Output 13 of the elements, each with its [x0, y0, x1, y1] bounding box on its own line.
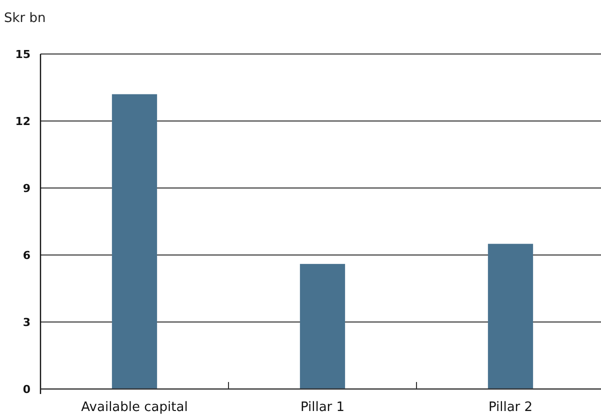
- y-tick-label: 12: [15, 114, 30, 128]
- y-axis-title: Skr bn: [4, 11, 46, 26]
- y-tick-label: 3: [22, 316, 30, 329]
- bar: [112, 94, 158, 389]
- x-tick-label: Available capital: [81, 400, 188, 415]
- y-tick-label: 0: [22, 382, 31, 396]
- x-tick-label: Pillar 1: [300, 400, 345, 415]
- y-tick-label: 9: [22, 182, 30, 195]
- y-tick-label: 15: [15, 48, 30, 61]
- x-tick-label: Pillar 2: [488, 400, 533, 415]
- bar: [488, 244, 534, 389]
- y-tick-label: 6: [22, 248, 31, 262]
- bar: [300, 264, 346, 389]
